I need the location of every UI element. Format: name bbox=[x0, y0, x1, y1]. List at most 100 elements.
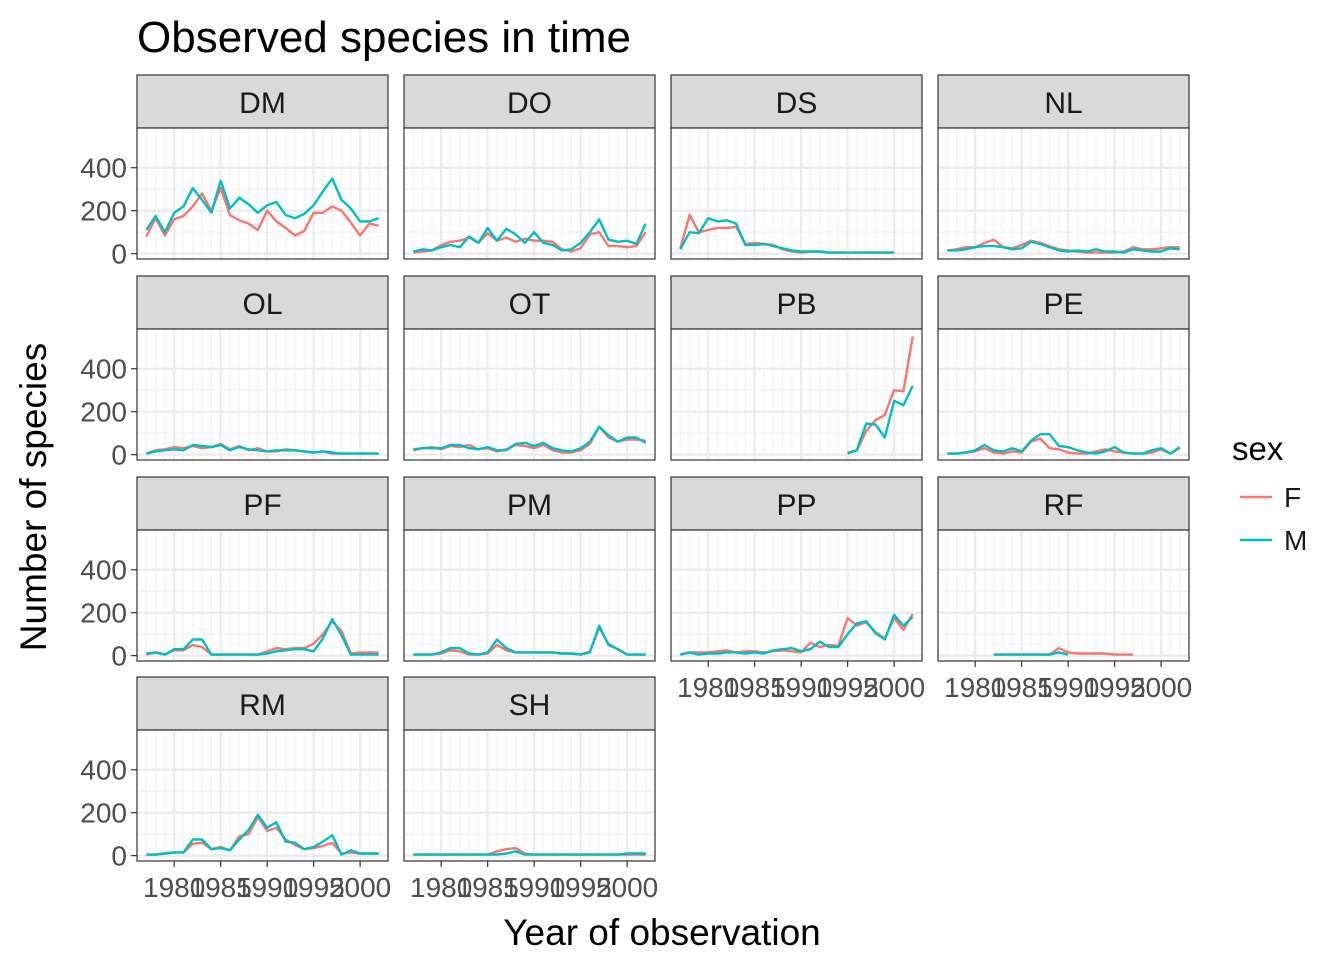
strip-label-ot: OT bbox=[509, 288, 551, 321]
strip-rf bbox=[937, 476, 1190, 531]
panel-border bbox=[136, 328, 389, 461]
series-line-m bbox=[679, 216, 895, 254]
strip-do bbox=[403, 74, 656, 129]
series-line-m bbox=[413, 624, 646, 656]
facet-pb: PB bbox=[670, 275, 923, 461]
strip-nl bbox=[937, 74, 1190, 129]
y-axis-title: Number of species bbox=[13, 343, 54, 651]
panel-border bbox=[403, 529, 656, 662]
panel-border bbox=[403, 729, 656, 862]
panel-background bbox=[671, 329, 922, 460]
x-tick-label: 1990 bbox=[236, 872, 298, 903]
x-tick-label: 1995 bbox=[816, 672, 878, 703]
x-tick-label: 1985 bbox=[190, 872, 252, 903]
legend: sex F M bbox=[1232, 430, 1307, 556]
series-line-m bbox=[413, 425, 647, 453]
series-line-m bbox=[146, 443, 379, 455]
strip-label-rf: RF bbox=[1044, 489, 1084, 522]
x-tick-label: 2000 bbox=[863, 672, 925, 703]
strip-ds bbox=[670, 74, 923, 129]
legend-label-f: F bbox=[1284, 482, 1301, 513]
strip-label-nl: NL bbox=[1044, 87, 1082, 120]
strip-label-pf: PF bbox=[243, 489, 281, 522]
series-line-m bbox=[146, 617, 379, 656]
x-tick-label: 2000 bbox=[329, 872, 391, 903]
x-tick-label: 1995 bbox=[549, 872, 611, 903]
y-tick-label: 200 bbox=[80, 798, 127, 829]
panel-border bbox=[670, 127, 923, 260]
strip-label-pe: PE bbox=[1043, 288, 1083, 321]
panel-border bbox=[937, 127, 1190, 260]
x-tick-label: 1990 bbox=[503, 872, 565, 903]
panel-border bbox=[670, 529, 923, 662]
facet-dm: DM 0 200 400 bbox=[80, 74, 389, 270]
x-tick-label: 1985 bbox=[991, 672, 1053, 703]
panel-border bbox=[937, 529, 1190, 662]
x-tick-label: 1995 bbox=[282, 872, 344, 903]
x-tick-label: 1980 bbox=[410, 872, 472, 903]
panel-border bbox=[937, 328, 1190, 461]
panel-border bbox=[136, 529, 389, 662]
y-tick-label: 400 bbox=[80, 354, 127, 385]
y-tick-label: 0 bbox=[111, 641, 127, 672]
panel-background bbox=[938, 329, 1189, 460]
y-tick-label: 200 bbox=[80, 397, 127, 428]
x-tick-label: 1990 bbox=[770, 672, 832, 703]
strip-label-ol: OL bbox=[242, 288, 282, 321]
panel-background bbox=[938, 530, 1189, 661]
series-line-m bbox=[413, 218, 647, 253]
panel-background bbox=[404, 730, 655, 861]
series-line-m bbox=[947, 433, 1181, 455]
strip-rm bbox=[136, 676, 389, 731]
strip-label-rm: RM bbox=[239, 689, 286, 722]
panel-background bbox=[404, 530, 655, 661]
series-line-m bbox=[145, 177, 380, 234]
strip-pf bbox=[136, 476, 389, 531]
legend-title: sex bbox=[1232, 430, 1284, 467]
series-line-f bbox=[413, 230, 647, 254]
chart-title: Observed species in time bbox=[137, 13, 631, 62]
panel-background bbox=[137, 128, 388, 259]
strip-label-sh: SH bbox=[509, 689, 551, 722]
x-tick-label: 1980 bbox=[677, 672, 739, 703]
strip-label-do: DO bbox=[507, 87, 552, 120]
panel-background bbox=[671, 530, 922, 661]
series-line-m bbox=[947, 240, 1180, 254]
panel-border bbox=[136, 127, 389, 260]
facet-ds: DS bbox=[670, 74, 923, 260]
facet-ot: OT bbox=[403, 275, 656, 461]
series-line-m bbox=[413, 850, 646, 856]
x-tick-label: 2000 bbox=[596, 872, 658, 903]
strip-ol bbox=[136, 275, 389, 330]
panel-background bbox=[671, 128, 922, 259]
facet-pm: PM bbox=[403, 476, 656, 662]
panel-border bbox=[136, 729, 389, 862]
y-tick-label: 200 bbox=[80, 598, 127, 629]
series-line-m bbox=[146, 813, 379, 856]
y-tick-label: 200 bbox=[80, 196, 127, 227]
x-tick-label: 1980 bbox=[143, 872, 205, 903]
panel-background bbox=[137, 730, 388, 861]
x-axis-title: Year of observation bbox=[503, 912, 820, 953]
x-tick-label: 2000 bbox=[1130, 672, 1192, 703]
x-tick-label: 1990 bbox=[1037, 672, 1099, 703]
x-tick-label: 1985 bbox=[457, 872, 519, 903]
y-tick-label: 0 bbox=[111, 239, 127, 270]
panel-border bbox=[403, 328, 656, 461]
y-tick-label: 0 bbox=[111, 440, 127, 471]
facet-do: DO bbox=[403, 74, 656, 260]
facet-pf: PF 0 200 400 bbox=[80, 476, 389, 672]
y-tick-label: 400 bbox=[80, 153, 127, 184]
x-tick-label: 1995 bbox=[1083, 672, 1145, 703]
facet-ol: OL 0 200 400 bbox=[80, 275, 389, 471]
strip-sh bbox=[403, 676, 656, 731]
panel-background bbox=[137, 329, 388, 460]
y-tick-label: 400 bbox=[80, 555, 127, 586]
strip-dm bbox=[136, 74, 389, 129]
